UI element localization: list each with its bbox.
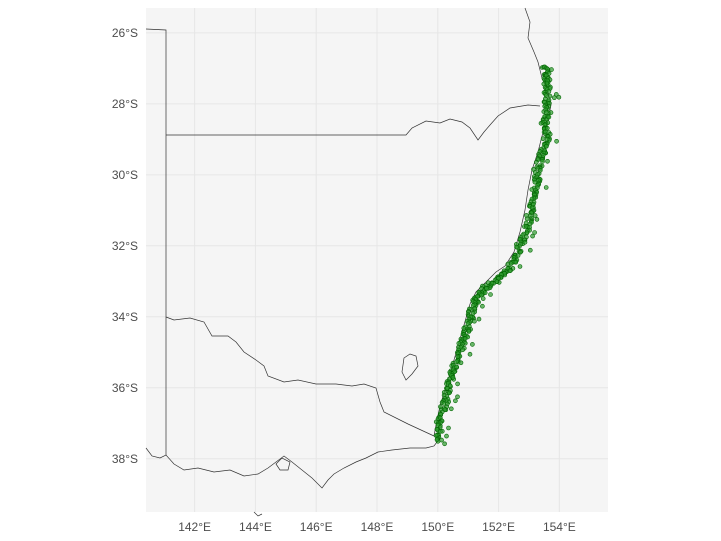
vic-south-coast xyxy=(145,435,441,489)
x-tick-label: 144°E xyxy=(239,520,272,534)
occurrence-point xyxy=(466,329,472,334)
occurrence-point xyxy=(458,360,464,366)
occurrence-point xyxy=(551,95,557,100)
occurrence-point xyxy=(556,94,562,100)
occurrence-point xyxy=(482,290,488,296)
occurrence-point xyxy=(513,259,519,265)
x-axis: 142°E 144°E 146°E 148°E 150°E 152°E 154°E xyxy=(178,520,576,534)
occurrence-point xyxy=(527,247,533,253)
occurrence-point xyxy=(476,316,482,322)
occurrence-point xyxy=(546,114,552,120)
occurrence-point xyxy=(522,240,528,245)
occurrence-point xyxy=(465,321,471,326)
occurrence-point xyxy=(517,264,523,269)
occurrence-point xyxy=(514,244,519,250)
occurrence-point xyxy=(442,441,447,447)
occurrence-point xyxy=(467,351,473,357)
y-tick-label: 38°S xyxy=(112,452,138,466)
x-tick-label: 148°E xyxy=(361,520,394,534)
occurrence-point xyxy=(508,261,514,266)
x-tick-label: 152°E xyxy=(482,520,515,534)
occurrence-point xyxy=(543,110,549,115)
occurrence-point xyxy=(460,347,466,353)
port-phillip xyxy=(275,457,291,471)
lake-outline xyxy=(401,353,419,381)
occurrence-point xyxy=(543,185,549,190)
occurrence-point xyxy=(532,179,538,185)
occurrence-point xyxy=(447,383,453,389)
occurrence-point xyxy=(455,394,460,400)
occurrence-point xyxy=(532,213,538,218)
small-island xyxy=(253,511,263,517)
x-tick-label: 150°E xyxy=(421,520,454,534)
occurrence-point xyxy=(524,216,530,222)
occurrence-point xyxy=(529,187,535,192)
occurrence-point xyxy=(454,364,459,370)
y-tick-label: 32°S xyxy=(112,239,138,253)
occurrence-point xyxy=(532,230,537,235)
x-tick-label: 146°E xyxy=(300,520,333,534)
occurrence-point xyxy=(524,230,530,236)
occurrence-point xyxy=(553,92,559,97)
occurrence-points xyxy=(433,64,562,447)
occurrence-point xyxy=(533,160,539,165)
occurrence-point xyxy=(548,110,554,115)
occurrence-point xyxy=(530,233,535,239)
occurrence-point xyxy=(448,406,454,412)
y-tick-label: 36°S xyxy=(112,381,138,395)
nsw-west-border xyxy=(145,28,167,455)
occurrence-point xyxy=(540,136,546,141)
occurrence-point xyxy=(544,143,549,149)
occurrence-point xyxy=(446,390,452,396)
occurrence-point xyxy=(547,93,553,99)
occurrence-point xyxy=(540,159,545,164)
y-tick-label: 30°S xyxy=(112,168,138,182)
occurrence-point xyxy=(479,292,484,298)
y-tick-label: 34°S xyxy=(112,310,138,324)
occurrence-point xyxy=(444,433,449,439)
occurrence-point xyxy=(541,81,547,87)
occurrence-point xyxy=(554,139,559,144)
occurrence-point xyxy=(518,249,523,255)
occurrence-point xyxy=(480,303,485,309)
occurrence-point xyxy=(437,429,443,434)
qld-nsw-border xyxy=(166,104,541,141)
occurrence-point xyxy=(544,126,550,131)
occurrence-point xyxy=(545,159,550,164)
occurrence-point xyxy=(534,217,540,222)
y-tick-label: 28°S xyxy=(112,97,138,111)
occurrence-point xyxy=(488,292,493,297)
occurrence-point xyxy=(480,296,486,301)
y-tick-label: 26°S xyxy=(112,26,138,40)
nsw-vic-border xyxy=(165,316,435,437)
occurrence-point xyxy=(544,136,550,142)
occurrence-point xyxy=(453,398,458,404)
x-tick-label: 154°E xyxy=(543,520,576,534)
occurrence-point xyxy=(434,426,440,432)
occurrence-point xyxy=(549,67,554,72)
occurrence-point xyxy=(455,381,460,387)
occurrence-point xyxy=(470,342,475,347)
occurrence-point xyxy=(434,437,440,443)
x-tick-label: 142°E xyxy=(178,520,211,534)
occurrence-point xyxy=(484,286,489,291)
occurrence-point xyxy=(546,89,552,94)
occurrence-point xyxy=(507,268,513,274)
state-outlines xyxy=(145,7,552,517)
occurrence-point xyxy=(446,425,451,431)
occurrence-point xyxy=(438,404,443,410)
y-axis: 26°S 28°S 30°S 32°S 34°S 36°S 38°S xyxy=(112,26,138,466)
